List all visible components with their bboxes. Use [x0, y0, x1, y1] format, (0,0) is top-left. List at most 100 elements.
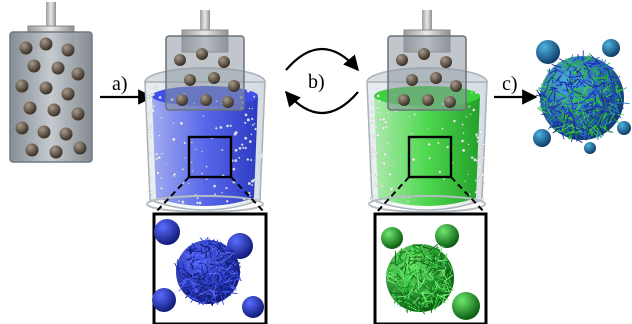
- bubble: [379, 118, 383, 122]
- fiber: [437, 259, 449, 262]
- fiber: [437, 289, 440, 299]
- bubble: [453, 119, 456, 123]
- fiber: [421, 268, 429, 279]
- fiber: [197, 289, 210, 296]
- fiber: [177, 259, 179, 271]
- fiber: [546, 113, 552, 122]
- fiber: [584, 100, 598, 106]
- particle: [184, 74, 196, 86]
- fiber: [603, 111, 609, 115]
- bubble: [388, 172, 392, 176]
- fiber: [559, 58, 570, 66]
- bubble: [225, 186, 228, 190]
- bubble: [370, 198, 373, 201]
- fiber: [589, 124, 597, 131]
- fiber: [409, 307, 414, 312]
- fiber: [595, 77, 600, 87]
- fiber: [217, 252, 221, 258]
- bubble: [373, 182, 377, 186]
- fiber: [444, 274, 448, 279]
- bubble: [370, 174, 373, 177]
- fiber: [430, 303, 433, 314]
- bubble: [410, 132, 413, 135]
- cage-particles: [15, 37, 87, 159]
- bubble: [159, 153, 162, 155]
- fiber: [199, 237, 208, 246]
- fiber: [601, 113, 607, 122]
- bubble: [244, 113, 248, 117]
- fiber: [547, 81, 552, 90]
- step-label-a: a): [112, 73, 128, 95]
- fiber: [196, 264, 202, 275]
- bubble: [475, 159, 478, 162]
- fiber: [571, 56, 584, 63]
- fiber: [402, 248, 409, 254]
- fiber: [616, 75, 621, 82]
- bubble: [149, 177, 153, 181]
- bubble: [196, 197, 199, 200]
- bubble: [479, 115, 483, 119]
- fiber: [217, 256, 225, 262]
- fiber: [398, 254, 402, 262]
- fiber: [421, 251, 426, 257]
- fiber: [555, 74, 562, 83]
- fiber: [214, 264, 225, 275]
- fiber: [385, 270, 395, 275]
- fiber: [569, 135, 574, 140]
- fiber: [436, 294, 449, 301]
- particle-cage: [387, 35, 467, 111]
- bubble: [479, 146, 483, 149]
- bubble: [182, 201, 185, 204]
- fiber: [196, 286, 203, 298]
- fiber: [419, 302, 425, 305]
- fiber: [399, 266, 405, 270]
- fiber: [224, 269, 227, 277]
- fiber: [583, 87, 589, 97]
- fiber: [579, 113, 582, 119]
- particle: [51, 61, 65, 75]
- fiber: [608, 109, 613, 115]
- electrode-rod: [200, 10, 210, 34]
- fiber: [229, 270, 241, 279]
- fiber: [421, 292, 434, 295]
- fiber: [555, 129, 561, 133]
- bubble: [250, 179, 255, 183]
- particle: [71, 67, 85, 81]
- fiber: [544, 91, 552, 102]
- fiber: [590, 86, 598, 96]
- cage-particles: [396, 48, 462, 108]
- fiber: [571, 78, 578, 86]
- fiber: [584, 99, 595, 101]
- fiber: [591, 76, 594, 86]
- particle: [398, 94, 410, 106]
- fiber: [426, 277, 432, 281]
- particle: [61, 43, 75, 57]
- bubble: [219, 125, 223, 129]
- bubble: [461, 123, 464, 126]
- fiber: [567, 109, 573, 120]
- inset-blue-particle: [154, 219, 180, 245]
- fiber: [592, 127, 597, 132]
- bubble: [172, 122, 175, 124]
- fiber: [599, 77, 609, 80]
- fiber: [212, 285, 218, 289]
- fiber: [400, 285, 409, 289]
- particle: [73, 141, 87, 155]
- fiber: [614, 81, 620, 87]
- bubble: [183, 141, 186, 145]
- fiber: [575, 67, 579, 75]
- fiber: [400, 297, 406, 309]
- fiber: [207, 274, 213, 285]
- bubble: [194, 148, 197, 151]
- fiber: [577, 100, 580, 108]
- fiber: [409, 245, 417, 251]
- particle: [47, 103, 61, 117]
- fiber: [399, 267, 404, 274]
- fiber: [585, 127, 590, 141]
- fiber: [569, 69, 573, 82]
- particle: [176, 94, 188, 106]
- fiber: [577, 78, 586, 88]
- fiber: [608, 112, 615, 124]
- fiber: [610, 85, 616, 88]
- fiber: [209, 270, 221, 276]
